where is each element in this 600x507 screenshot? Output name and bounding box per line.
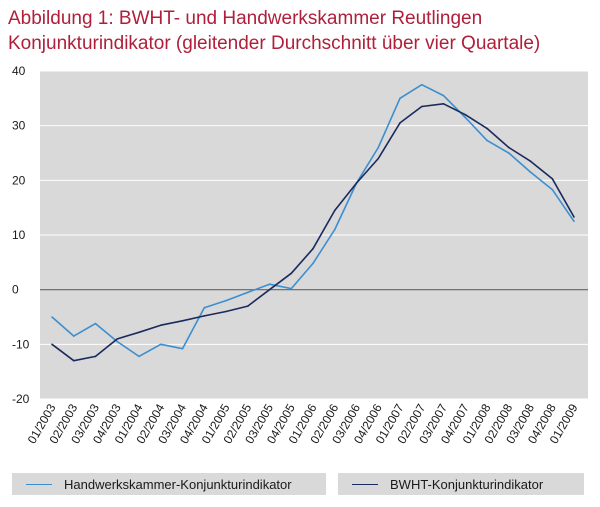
bwht-data-point [203, 315, 206, 317]
bwht-data-point [464, 113, 467, 116]
chart-title-line-2: Konjunkturindikator (gleitender Durchsch… [8, 33, 541, 54]
bwht-data-point [442, 103, 445, 105]
legend-swatch-bwht [352, 483, 378, 485]
legend-item-bwht: BWHT-Konjunkturindikator [338, 473, 584, 495]
bwht-data-point [573, 216, 575, 218]
bwht-data-point [355, 182, 358, 184]
line-chart: 40 30 20 10 0 -10 -20 01/200302/200303/200304/… [12, 64, 588, 446]
hwk-data-point [247, 291, 249, 294]
bwht-data-point [138, 331, 140, 334]
hwk-data-point [334, 228, 336, 231]
hwk-data-point [508, 152, 510, 154]
hwk-data-point [442, 94, 445, 97]
hwk-data-point [529, 171, 532, 173]
y-tick-label: 40 [12, 64, 26, 78]
y-tick-label: 0 [12, 283, 19, 297]
x-axis-tick-labels: 01/200302/200303/200304/200301/200402/20… [25, 401, 581, 446]
bwht-data-point [160, 324, 162, 327]
legend-label-bwht: BWHT-Konjunkturindikator [390, 476, 544, 492]
bwht-data-point [225, 310, 227, 313]
bwht-data-point [312, 247, 314, 250]
bwht-data-point [116, 338, 119, 340]
y-tick-label: 20 [12, 173, 26, 187]
hwk-data-point [116, 340, 119, 343]
hwk-data-point [160, 343, 162, 346]
legend-swatch-hwk [26, 483, 52, 485]
legend-label-hwk: Handwerkskammer-Konjunkturindikator [64, 476, 292, 492]
hwk-data-point [290, 287, 293, 290]
bwht-data-point [529, 160, 532, 162]
hwk-data-point [464, 116, 467, 119]
hwk-data-point [399, 97, 401, 100]
hwk-data-point [51, 316, 53, 318]
chart-title: Abbildung 1: BWHT- und Handwerkskammer R… [8, 6, 540, 56]
bwht-data-point [377, 157, 380, 160]
bwht-data-point [399, 122, 401, 124]
bwht-data-point [551, 177, 554, 180]
hwk-data-point [181, 347, 184, 350]
hwk-data-point [573, 220, 575, 223]
bwht-data-point [290, 272, 293, 275]
hwk-data-point [551, 188, 554, 191]
bwht-data-point [334, 209, 336, 212]
hwk-data-point [421, 83, 423, 86]
chart-title-line-1: Abbildung 1: BWHT- und Handwerkskammer R… [8, 8, 483, 29]
y-tick-label: 10 [12, 228, 26, 242]
y-tick-label: -10 [12, 337, 30, 351]
bwht-data-point [94, 355, 97, 358]
gridlines [40, 70, 588, 400]
hwk-data-point [377, 146, 380, 149]
hwk-data-point [225, 299, 227, 302]
series-lines [51, 83, 575, 362]
hwk-data-point [203, 306, 206, 309]
hwk-data-point [73, 335, 75, 337]
bwht-data-point [508, 146, 510, 149]
bwht-data-point [73, 359, 75, 362]
bwht-data-point [181, 320, 184, 322]
legend-item-hwk: Handwerkskammer-Konjunkturindikator [12, 473, 326, 495]
y-tick-label: 30 [12, 119, 26, 133]
bwht-data-point [421, 105, 423, 108]
hwk-data-point [138, 355, 140, 358]
y-tick-label: -20 [12, 392, 30, 406]
hwk-data-point [94, 322, 97, 325]
y-axis-tick-labels: 40 30 20 10 0 -10 -20 [12, 64, 30, 406]
bwht-data-point [51, 343, 53, 346]
bwht-data-point [247, 305, 249, 307]
hwk-data-point [268, 283, 271, 286]
bwht-data-point [486, 127, 488, 130]
bwht-data-point [268, 288, 271, 291]
hwk-data-point [486, 139, 488, 142]
hwk-data-point [312, 262, 314, 265]
